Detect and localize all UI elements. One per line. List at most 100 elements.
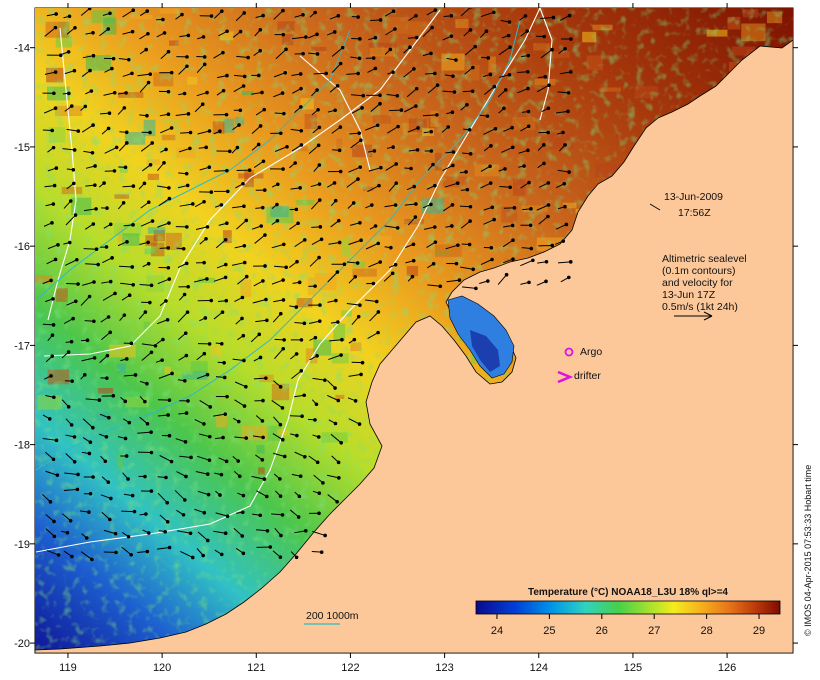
velocity-arrow [309, 257, 320, 267]
velocity-arrow-head [315, 354, 319, 358]
velocity-arrow [497, 274, 507, 285]
velocity-arrow-head [50, 128, 54, 133]
velocity-arrow-head [317, 163, 322, 167]
velocity-arrow-head [563, 204, 567, 209]
velocity-arrow [483, 219, 495, 225]
velocity-arrow-head [263, 233, 267, 237]
velocity-arrow-head [568, 70, 573, 74]
velocity-arrow [365, 242, 379, 250]
velocity-arrow-head [224, 262, 228, 267]
altimetry-line-1: Altimetric sealevel [662, 253, 747, 265]
velocity-arrow-head [50, 354, 55, 358]
velocity-arrow [199, 433, 210, 438]
velocity-arrow-head [547, 83, 551, 87]
velocity-arrow [327, 474, 339, 479]
velocity-arrow-head [468, 204, 473, 209]
velocity-arrow-head [316, 435, 321, 439]
velocity-arrow [517, 88, 529, 94]
velocity-arrow-head [244, 436, 249, 440]
velocity-arrow-head [278, 311, 283, 316]
velocity-arrow-head [258, 48, 263, 53]
velocity-arrow-head [238, 108, 243, 113]
velocity-arrow-head [337, 240, 342, 245]
velocity-arrow [44, 451, 54, 460]
velocity-arrow-head [337, 218, 341, 223]
velocity-arrow-head [201, 35, 206, 39]
velocity-arrow-head [165, 500, 170, 505]
velocity-arrow-head [223, 275, 228, 280]
velocity-arrow-head [94, 247, 99, 252]
velocity-arrow-head [415, 148, 420, 152]
velocity-arrow [196, 63, 206, 74]
velocity-arrow-head [529, 246, 534, 251]
velocity-arrow [137, 431, 152, 434]
velocity-arrow-head [296, 515, 301, 519]
lat-tick-label: -20 [14, 638, 30, 650]
velocity-arrow-head [106, 27, 111, 31]
velocity-arrow-head [52, 519, 56, 524]
velocity-arrow [367, 332, 379, 339]
velocity-arrow [559, 71, 571, 75]
velocity-arrow [273, 10, 284, 20]
velocity-arrow-head [336, 13, 341, 18]
lat-tick-label: -16 [14, 241, 30, 253]
velocity-arrow-head [546, 181, 551, 185]
velocity-arrow-head [142, 181, 147, 186]
velocity-arrow [82, 281, 95, 286]
velocity-arrow-head [47, 417, 52, 421]
velocity-arrow-head [525, 69, 530, 74]
velocity-arrow-head [108, 279, 113, 284]
velocity-arrow [422, 27, 433, 37]
velocity-arrow-head [166, 246, 171, 250]
velocity-arrow-head [145, 9, 150, 13]
velocity-arrow-head [566, 91, 571, 95]
velocity-arrow-head [507, 72, 512, 77]
velocity-arrow-head [316, 143, 321, 148]
velocity-arrow [197, 531, 209, 541]
velocity-arrow-head [146, 531, 151, 535]
velocity-arrow-head [332, 181, 337, 185]
velocity-arrow [215, 239, 226, 249]
velocity-arrow-head [182, 91, 187, 96]
velocity-arrow-head [71, 181, 76, 186]
velocity-arrow-head [225, 394, 229, 399]
velocity-arrow [157, 222, 170, 228]
velocity-arrow-head [242, 404, 247, 408]
velocity-arrow [232, 205, 244, 209]
date-pointer [649, 203, 661, 211]
velocity-arrow-head [51, 323, 56, 327]
velocity-arrow-head [563, 46, 567, 51]
velocity-arrow [387, 126, 399, 134]
velocity-arrow-head [106, 480, 111, 484]
velocity-arrow-head [188, 130, 193, 135]
velocity-arrow-head [317, 198, 322, 202]
velocity-arrow-head [222, 375, 227, 380]
velocity-arrow-head [488, 164, 492, 169]
velocity-arrow-head [56, 553, 61, 557]
velocity-arrow [118, 142, 128, 152]
velocity-arrow-head [161, 337, 165, 342]
velocity-arrow-head [75, 487, 80, 492]
velocity-arrow [255, 529, 268, 532]
velocity-arrow [328, 354, 342, 361]
velocity-arrow [274, 265, 287, 268]
velocity-arrow [406, 88, 418, 98]
velocity-arrow-head [281, 278, 285, 282]
altimetry-line-5: 0.5m/s (1kt 24h) [662, 301, 738, 313]
velocity-arrow-head [49, 374, 53, 378]
velocity-arrow [555, 224, 567, 230]
velocity-arrow [499, 185, 511, 188]
velocity-arrow-head [83, 104, 88, 109]
velocity-arrow-head [108, 517, 112, 522]
velocity-arrow [104, 146, 117, 154]
velocity-arrow-head [244, 218, 249, 223]
velocity-arrow-head [283, 70, 288, 75]
velocity-arrow-head [181, 246, 186, 251]
velocity-arrow-head [525, 29, 530, 33]
velocity-arrow-head [338, 125, 343, 129]
velocity-arrow-head [293, 161, 297, 165]
velocity-arrow-head [202, 260, 206, 265]
velocity-arrow-head [52, 183, 57, 188]
velocity-arrow-head [262, 188, 267, 192]
velocity-arrow [66, 282, 79, 285]
